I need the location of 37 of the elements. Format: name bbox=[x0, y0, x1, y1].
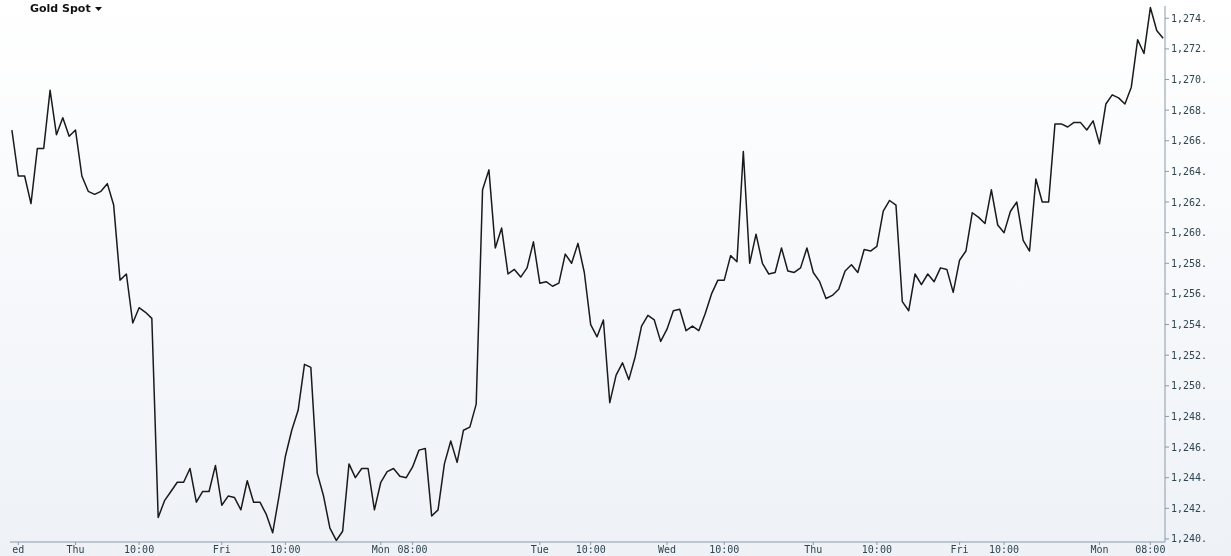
y-tick-label: 1,268. bbox=[1171, 104, 1208, 116]
x-tick-label: 08:00 bbox=[1135, 544, 1166, 556]
y-tick-label: 1,266. bbox=[1171, 135, 1208, 147]
y-tick-label: 1,270. bbox=[1171, 74, 1208, 86]
x-tick-label: Fri bbox=[950, 544, 969, 556]
x-tick-label: Thu bbox=[804, 544, 823, 556]
x-tick-label: Mon bbox=[371, 544, 390, 556]
x-tick-label: 10:00 bbox=[861, 544, 892, 556]
x-tick-label: 10:00 bbox=[124, 544, 155, 556]
y-tick-label: 1,262. bbox=[1171, 196, 1208, 208]
y-tick-label: 1,254. bbox=[1171, 319, 1208, 331]
line-series bbox=[11, 6, 1164, 542]
x-tick-label: Wed bbox=[657, 544, 677, 556]
x-tick-label: ed bbox=[12, 544, 25, 556]
x-tick-label: 10:00 bbox=[989, 544, 1020, 556]
y-tick-label: 1,260. bbox=[1171, 227, 1208, 239]
y-tick-label: 1,252. bbox=[1171, 349, 1208, 361]
y-tick-label: 1,264. bbox=[1171, 165, 1208, 177]
x-tick-label: 08:00 bbox=[397, 544, 428, 556]
chart-title: Gold Spot bbox=[30, 2, 91, 15]
y-tick-label: 1,242. bbox=[1171, 502, 1208, 514]
y-tick-label: 1,250. bbox=[1171, 380, 1208, 392]
x-tick-label: Tue bbox=[530, 544, 549, 556]
x-tick-label: Fri bbox=[212, 544, 231, 556]
y-tick-label: 1,240. bbox=[1171, 533, 1208, 545]
y-tick-label: 1,274. bbox=[1171, 12, 1208, 24]
x-tick-label: 10:00 bbox=[575, 544, 606, 556]
x-tick-label: 10:00 bbox=[270, 544, 301, 556]
x-tick-label: 10:00 bbox=[709, 544, 740, 556]
y-tick-label: 1,256. bbox=[1171, 288, 1208, 300]
x-tick-label: Thu bbox=[66, 544, 85, 556]
y-tick-label: 1,246. bbox=[1171, 441, 1208, 453]
y-tick-label: 1,272. bbox=[1171, 43, 1208, 55]
x-tick-label: Mon bbox=[1090, 544, 1109, 556]
y-tick-label: 1,248. bbox=[1171, 410, 1208, 422]
y-tick-label: 1,258. bbox=[1171, 257, 1208, 269]
y-tick-label: 1,244. bbox=[1171, 472, 1208, 484]
